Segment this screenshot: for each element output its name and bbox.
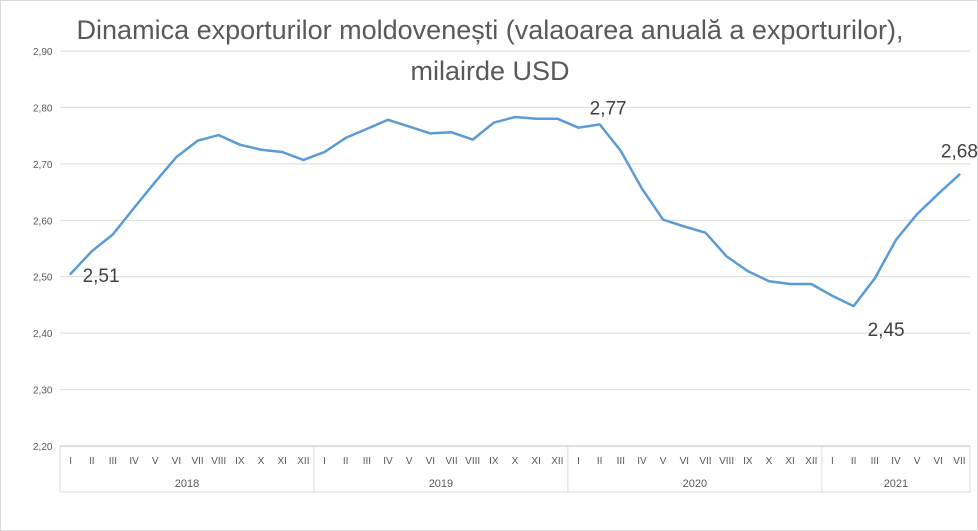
series-line	[69, 115, 961, 308]
year-label: 2021	[884, 478, 908, 490]
x-tick-label: IX	[489, 456, 499, 467]
x-tick-label: II	[597, 456, 603, 467]
x-tick-label: VII	[699, 456, 711, 467]
x-tick-label: XII	[551, 456, 563, 467]
x-tick-label: V	[406, 456, 413, 467]
x-tick-label: XI	[785, 456, 794, 467]
y-tick-label: 2,50	[33, 273, 53, 284]
x-tick-label: III	[871, 456, 879, 467]
x-tick-label: I	[831, 456, 834, 467]
x-tick-label: I	[69, 456, 72, 467]
x-tick-label: VII	[953, 456, 965, 467]
x-tick-label: IV	[637, 456, 647, 467]
y-tick-label: 2,60	[33, 216, 53, 227]
x-tick-label: VIII	[465, 456, 480, 467]
x-tick-label: VI	[934, 456, 943, 467]
x-tick-label: VII	[191, 456, 203, 467]
x-tick-label: VIII	[719, 456, 734, 467]
y-tick-label: 2,40	[33, 329, 53, 340]
year-label: 2019	[429, 478, 453, 490]
y-tick-label: 2,30	[33, 386, 53, 397]
x-tick-label: II	[89, 456, 95, 467]
x-tick-label: IX	[743, 456, 753, 467]
x-tick-label: X	[766, 456, 773, 467]
x-tick-label: VI	[172, 456, 181, 467]
y-tick-label: 2,90	[33, 47, 53, 58]
y-tick-label: 2,70	[33, 160, 53, 171]
x-tick-label: II	[851, 456, 857, 467]
data-label: 2,68	[941, 142, 978, 163]
x-tick-label: I	[323, 456, 326, 467]
x-tick-label: X	[258, 456, 265, 467]
x-tick-label: III	[109, 456, 117, 467]
year-label: 2020	[683, 478, 707, 490]
x-tick-label: III	[617, 456, 625, 467]
data-label: 2,77	[590, 98, 627, 119]
x-tick-label: VI	[426, 456, 435, 467]
data-label: 2,51	[83, 266, 120, 287]
x-tick-label: IV	[383, 456, 393, 467]
chart-title: Dinamica exporturilor moldovenești (vala…	[76, 15, 904, 86]
x-tick-label: III	[363, 456, 371, 467]
x-tick-label: IV	[891, 456, 901, 467]
x-tick-label: IX	[235, 456, 245, 467]
x-tick-label: VII	[445, 456, 457, 467]
x-tick-label: I	[577, 456, 580, 467]
y-tick-label: 2,20	[33, 442, 53, 453]
x-tick-label: XI	[531, 456, 540, 467]
x-tick-label: XII	[297, 456, 309, 467]
x-tick-label: VIII	[211, 456, 226, 467]
x-tick-label: VI	[680, 456, 689, 467]
x-tick-label: V	[914, 456, 921, 467]
data-label: 2,45	[868, 320, 905, 341]
x-tick-label: V	[660, 456, 667, 467]
y-tick-label: 2,80	[33, 103, 53, 114]
x-tick-label: X	[512, 456, 519, 467]
x-tick-label: IV	[129, 456, 139, 467]
year-label: 2018	[175, 478, 199, 490]
x-tick-label: XII	[805, 456, 817, 467]
x-tick-label: V	[152, 456, 159, 467]
x-tick-label: XI	[277, 456, 286, 467]
x-tick-label: II	[343, 456, 349, 467]
